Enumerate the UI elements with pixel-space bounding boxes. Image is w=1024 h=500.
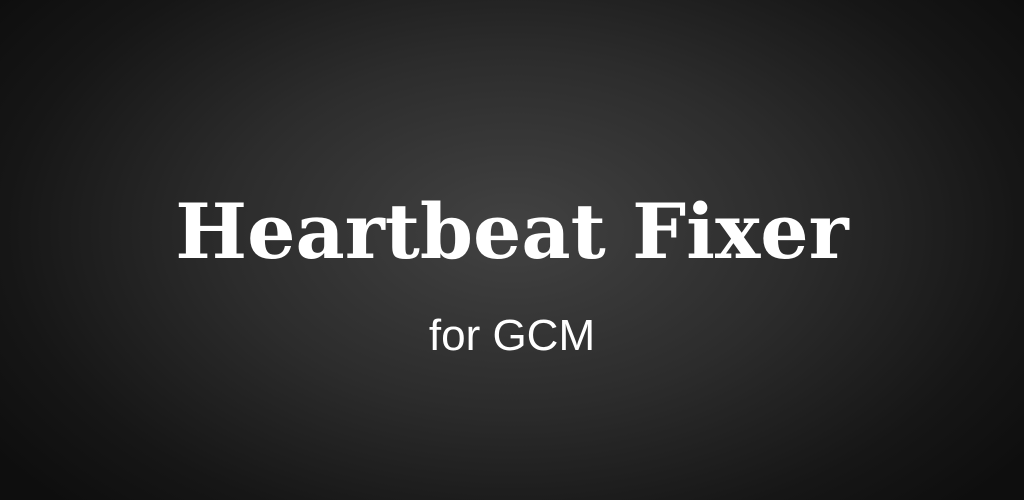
app-subtitle: for GCM bbox=[428, 311, 596, 360]
app-title: Heartbeat Fixer bbox=[175, 187, 849, 276]
